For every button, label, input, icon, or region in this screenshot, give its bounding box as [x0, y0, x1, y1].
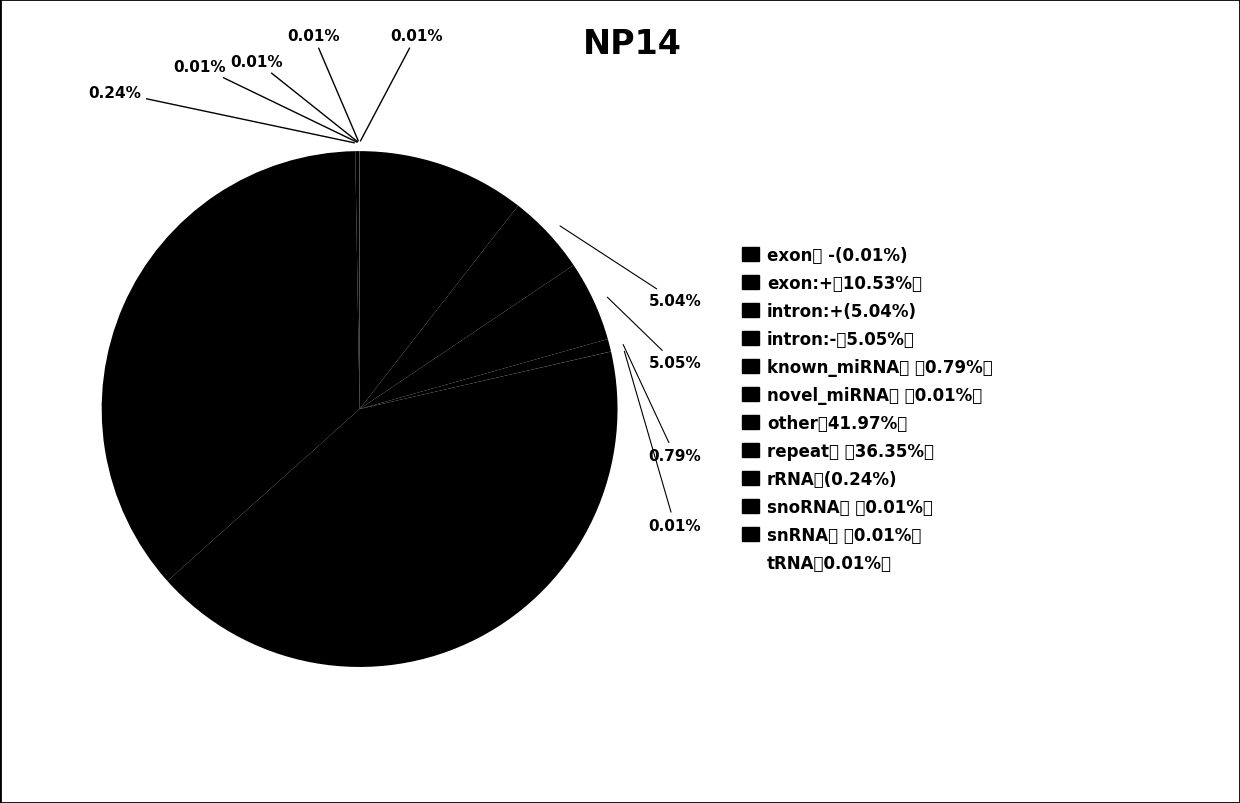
Wedge shape: [360, 340, 611, 410]
Wedge shape: [360, 266, 608, 410]
Wedge shape: [102, 152, 360, 581]
Text: 0.24%: 0.24%: [88, 85, 355, 144]
Text: NP14: NP14: [583, 28, 682, 61]
Wedge shape: [355, 152, 360, 410]
Wedge shape: [360, 206, 574, 410]
Text: 0.79%: 0.79%: [624, 345, 702, 463]
Text: 0.01%: 0.01%: [625, 352, 701, 533]
Text: 0.01%: 0.01%: [286, 29, 358, 141]
Text: 0.01%: 0.01%: [231, 55, 357, 142]
Wedge shape: [360, 152, 518, 410]
Text: 0.01%: 0.01%: [361, 29, 443, 142]
Text: 0.01%: 0.01%: [174, 59, 357, 143]
Text: 5.05%: 5.05%: [608, 298, 702, 371]
Legend: exon： -(0.01%), exon:+（10.53%）, intron:+(5.04%), intron:-（5.05%）, known_miRNA： （: exon： -(0.01%), exon:+（10.53%）, intron:+…: [742, 247, 993, 573]
Text: 5.04%: 5.04%: [560, 226, 702, 309]
Wedge shape: [360, 352, 611, 410]
Wedge shape: [167, 353, 618, 667]
